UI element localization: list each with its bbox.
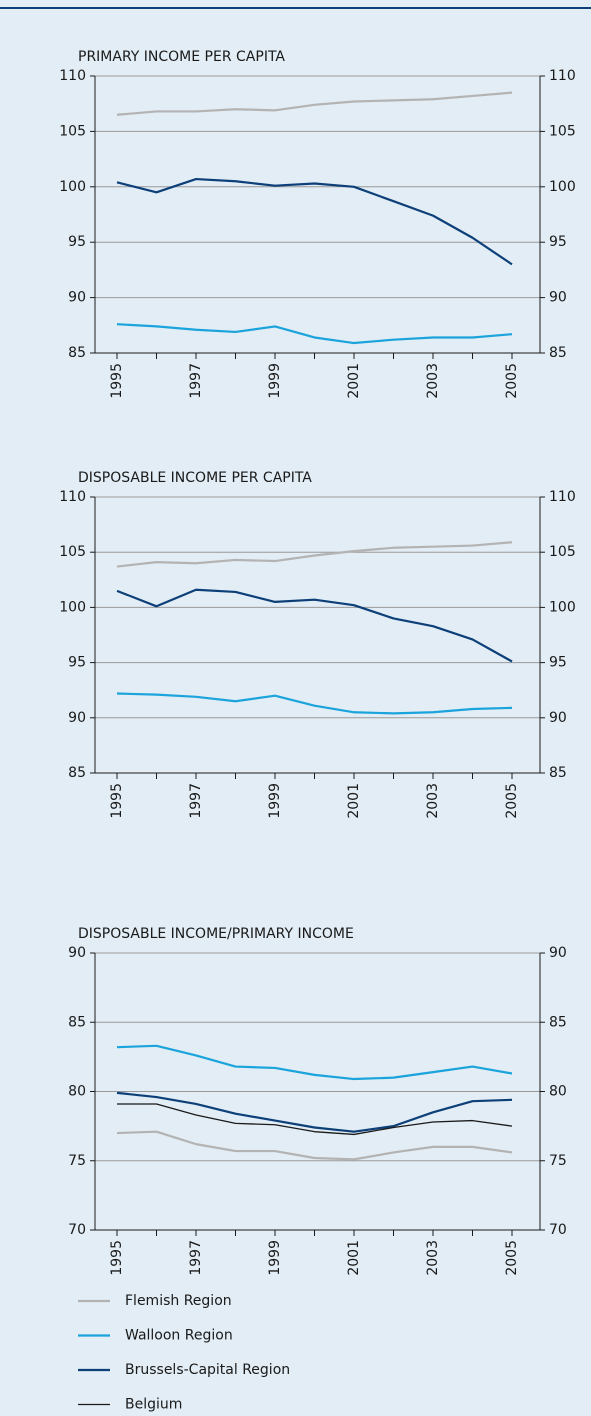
- y-tick-label: 90: [68, 290, 86, 306]
- y-tick-label: 100: [59, 179, 86, 195]
- x-tick-label: 2005: [504, 783, 520, 819]
- y2-tick-label: 95: [549, 234, 567, 250]
- y2-tick-label: 100: [549, 179, 576, 195]
- y-tick-label: 105: [59, 544, 86, 560]
- y-tick-label: 110: [59, 68, 86, 84]
- x-tick-label: 1995: [109, 1240, 125, 1276]
- y2-tick-label: 90: [549, 710, 567, 726]
- series-line: [116, 692, 513, 715]
- chart-title: DISPOSABLE INCOME PER CAPITA: [78, 470, 312, 486]
- x-tick-label: 2001: [346, 1240, 362, 1276]
- y2-tick-label: 105: [549, 544, 576, 560]
- y-tick-label: 85: [68, 345, 86, 361]
- legend-label: Brussels-Capital Region: [125, 1362, 290, 1378]
- series-line: [116, 323, 513, 345]
- y-tick-label: 80: [68, 1084, 86, 1100]
- y2-tick-label: 75: [549, 1153, 567, 1169]
- legend-label: Walloon Region: [125, 1328, 233, 1344]
- y2-tick-label: 100: [549, 599, 576, 615]
- x-tick-label: 1999: [267, 1240, 283, 1276]
- x-tick-label: 2001: [346, 363, 362, 399]
- y2-tick-label: 105: [549, 123, 576, 139]
- chart-title: PRIMARY INCOME PER CAPITA: [78, 49, 285, 65]
- y2-tick-label: 70: [549, 1222, 567, 1238]
- x-tick-label: 2003: [425, 1240, 441, 1276]
- x-tick-label: 1995: [109, 783, 125, 819]
- y-tick-label: 95: [68, 234, 86, 250]
- y2-tick-label: 110: [549, 68, 576, 84]
- series-line: [116, 1044, 513, 1081]
- series-line: [116, 1130, 513, 1161]
- legend-label: Flemish Region: [125, 1293, 232, 1309]
- y2-tick-label: 90: [549, 945, 567, 961]
- y-tick-label: 85: [68, 765, 86, 781]
- y-tick-label: 70: [68, 1222, 86, 1238]
- x-tick-label: 1999: [267, 783, 283, 819]
- x-tick-label: 2001: [346, 783, 362, 819]
- y2-tick-label: 110: [549, 489, 576, 505]
- series-line: [117, 1103, 513, 1136]
- legend-label: Belgium: [125, 1397, 182, 1413]
- y-tick-label: 85: [68, 1014, 86, 1030]
- x-tick-label: 1997: [188, 1240, 204, 1276]
- y2-tick-label: 95: [549, 655, 567, 671]
- y2-tick-label: 80: [549, 1084, 567, 1100]
- y-tick-label: 90: [68, 945, 86, 961]
- x-tick-label: 1999: [267, 363, 283, 399]
- chart-title: DISPOSABLE INCOME/PRIMARY INCOME: [78, 926, 354, 942]
- x-tick-label: 1997: [188, 363, 204, 399]
- y2-tick-label: 85: [549, 765, 567, 781]
- y-tick-label: 95: [68, 655, 86, 671]
- y-tick-label: 110: [59, 489, 86, 505]
- y-tick-label: 100: [59, 599, 86, 615]
- x-tick-label: 2005: [504, 363, 520, 399]
- series-line: [116, 177, 513, 266]
- y-tick-label: 90: [68, 710, 86, 726]
- y2-tick-label: 85: [549, 1014, 567, 1030]
- y-tick-label: 105: [59, 123, 86, 139]
- x-tick-label: 1995: [109, 363, 125, 399]
- y-tick-label: 75: [68, 1153, 86, 1169]
- x-tick-label: 2003: [425, 363, 441, 399]
- y2-tick-label: 90: [549, 290, 567, 306]
- series-line: [116, 1091, 513, 1133]
- x-tick-label: 2003: [425, 783, 441, 819]
- series-line: [116, 91, 513, 116]
- y2-tick-label: 85: [549, 345, 567, 361]
- x-tick-label: 2005: [504, 1240, 520, 1276]
- series-line: [116, 588, 513, 663]
- x-tick-label: 1997: [188, 783, 204, 819]
- series-line: [116, 541, 513, 568]
